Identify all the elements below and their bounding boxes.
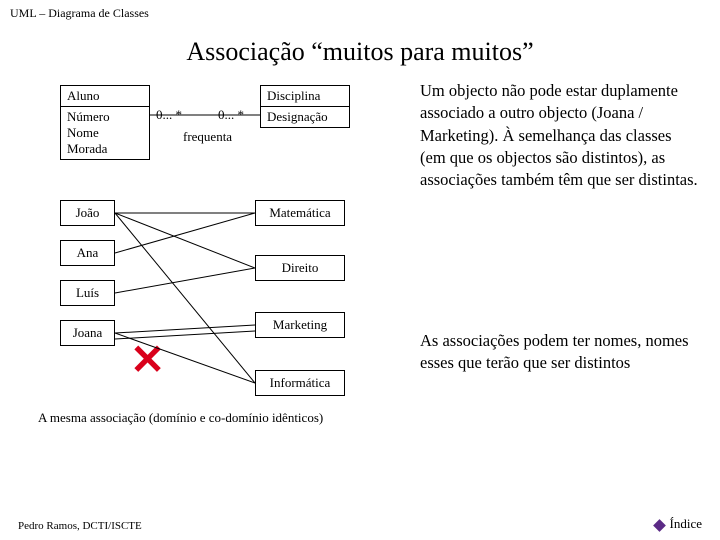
footer-index-label: Índice [670, 516, 702, 531]
body-paragraph-1: Um objecto não pode estar duplamente ass… [420, 80, 700, 191]
multiplicity-right: 0... * [218, 107, 244, 123]
diamond-icon [653, 519, 666, 532]
instance-student: Ana [60, 240, 115, 266]
instance-student: Luís [60, 280, 115, 306]
association-name: frequenta [183, 129, 232, 145]
invalid-cross-icon: ✕ [130, 340, 165, 382]
class-name: Aluno [61, 86, 149, 107]
attr: Nome [67, 125, 143, 141]
footer-index-link[interactable]: Índice [655, 516, 702, 532]
multiplicity-left: 0... * [156, 107, 182, 123]
instance-course: Direito [255, 255, 345, 281]
uml-class-aluno: Aluno Número Nome Morada [60, 85, 150, 160]
footnote: A mesma associação (domínio e co-domínio… [38, 410, 323, 426]
page-header: UML – Diagrama de Classes [0, 0, 720, 27]
attr: Número [67, 109, 143, 125]
attr: Morada [67, 141, 143, 157]
attr: Designação [267, 109, 343, 125]
page-title: Associação “muitos para muitos” [0, 37, 720, 67]
instance-course: Matemática [255, 200, 345, 226]
instance-student: Joana [60, 320, 115, 346]
instance-course: Marketing [255, 312, 345, 338]
class-attrs: Designação [261, 107, 349, 127]
class-name: Disciplina [261, 86, 349, 107]
footer-author: Pedro Ramos, DCTI/ISCTE [18, 520, 142, 532]
instance-course: Informática [255, 370, 345, 396]
class-attrs: Número Nome Morada [61, 107, 149, 159]
uml-class-disciplina: Disciplina Designação [260, 85, 350, 128]
instance-student: João [60, 200, 115, 226]
body-paragraph-2: As associações podem ter nomes, nomes es… [420, 330, 700, 375]
